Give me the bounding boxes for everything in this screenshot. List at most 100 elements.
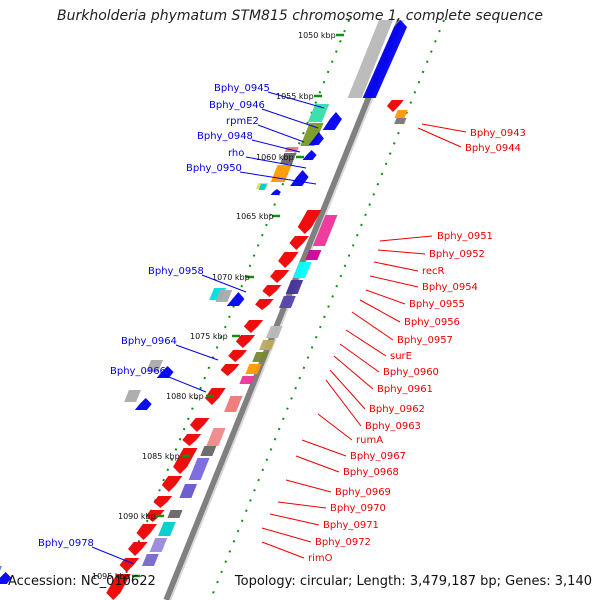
gene-arrow-rpme2	[308, 132, 324, 145]
gene-label-left: Bphy_0958	[148, 266, 204, 277]
leader-line-right	[377, 249, 426, 255]
gene-label-right: Bphy_0960	[383, 367, 439, 378]
chromosome-backbone	[163, 18, 405, 600]
gene-arrow-0972	[128, 542, 148, 556]
gene-label-right: Bphy_0963	[365, 421, 421, 432]
gene-arrow-next	[106, 574, 131, 600]
gene-label-right: rimO	[308, 553, 333, 564]
gene-arrow-0971	[136, 524, 157, 540]
leader-line-left	[175, 344, 219, 361]
gene-label-right: Bphy_0972	[315, 537, 371, 548]
gene-label-right: Bphy_0956	[404, 317, 460, 328]
leader-line-left	[267, 91, 325, 109]
gene-label-right: surE	[390, 351, 412, 362]
gene-arrow-0946	[322, 112, 342, 130]
gene-label-right: Bphy_0943	[470, 128, 526, 139]
gene-arrow-0961	[220, 364, 240, 376]
gene-block-magenta-dark	[305, 250, 322, 260]
ruler-label: 1075 kbp	[190, 332, 228, 341]
gene-block-lilac-2	[179, 484, 198, 498]
gene-label-left: Bphy_0964	[121, 336, 177, 347]
leader-line-right	[345, 329, 387, 357]
gene-label-right: Bphy_0957	[397, 335, 453, 346]
leader-line-right	[379, 235, 433, 242]
leader-line-right	[339, 343, 380, 373]
leader-line-left	[163, 374, 207, 393]
leader-line-left	[91, 546, 135, 565]
leader-line-right	[261, 527, 312, 543]
gene-block-0944-dark	[394, 118, 407, 124]
gene-block-grey	[265, 326, 283, 338]
gene-arrow-0950	[270, 189, 281, 195]
gene-arrow-0966	[134, 398, 152, 410]
gene-arrow-0969	[153, 496, 173, 508]
gene-label-right: Bphy_0968	[343, 467, 399, 478]
gene-arrow-0955	[262, 285, 282, 297]
gene-arrow-sure	[235, 335, 256, 348]
gene-block-0944	[394, 110, 408, 118]
leader-line-right	[369, 275, 419, 288]
leader-line-right	[325, 379, 362, 427]
leader-line-right	[365, 289, 406, 305]
leader-line-left	[251, 139, 301, 153]
gene-block-cyan-2	[158, 522, 176, 536]
gene-label-right: Bphy_0952	[429, 249, 485, 260]
gene-arrow-0957	[243, 320, 264, 333]
gene-label-right: rumA	[356, 435, 383, 446]
gene-label-left: Bphy_0948	[197, 131, 253, 142]
gene-arrow-0964	[156, 366, 174, 378]
label-leader-lines	[91, 91, 467, 565]
gene-block-0964	[146, 360, 164, 372]
gene-arrow-0956	[255, 299, 274, 310]
gene-label-right: Bphy_0944	[465, 143, 521, 154]
gene-arrow-0967	[173, 448, 198, 474]
leader-line-left	[257, 124, 305, 143]
gene-block-0958b	[215, 290, 233, 302]
gene-block-magenta	[312, 215, 338, 246]
gene-block-lilac-3	[149, 538, 168, 552]
gene-arrow-rimo	[119, 558, 140, 572]
gene-arrow-forward-large	[362, 20, 408, 98]
gene-block-salmon-2	[206, 428, 226, 446]
position-ruler: 1050 kbp 1055 kbp 1060 kbp 1065 kbp 1070 kbp…	[92, 31, 344, 581]
leader-line-right	[421, 123, 467, 133]
ruler-label: 1060 kbp	[256, 153, 294, 162]
gene-features	[0, 20, 408, 600]
leader-line-right	[269, 513, 320, 526]
gene-label-left: Bphy_0946	[209, 100, 265, 111]
leader-line-right	[295, 455, 340, 473]
gene-arrow-0962	[204, 388, 226, 405]
gene-label-right: recR	[422, 266, 445, 277]
accession-text: Accession: NC_010622	[8, 574, 156, 589]
leader-line-right	[333, 355, 374, 390]
gene-label-left: rho	[228, 148, 244, 159]
leader-line-left	[239, 171, 317, 185]
ruler-label: 1085 kbp	[142, 452, 180, 461]
backbone-highlight	[169, 19, 405, 600]
gene-block-0966	[124, 390, 141, 402]
gene-block-cyan-small	[258, 184, 267, 190]
leader-line-right	[351, 311, 394, 341]
gene-arrow-0960	[228, 350, 248, 362]
gene-label-right: Bphy_0962	[369, 404, 425, 415]
ruler-label: 1065 kbp	[236, 212, 274, 221]
gene-block-olive-2	[252, 352, 269, 362]
ruler-label: 1055 kbp	[276, 92, 314, 101]
gene-arrow-0943	[386, 100, 404, 112]
gene-arrow-ruma	[182, 434, 202, 446]
leader-line-right	[317, 413, 353, 441]
gene-label-right: Bphy_0970	[330, 503, 386, 514]
ruler-label: 1050 kbp	[298, 31, 336, 40]
gene-block-dark-3	[167, 510, 183, 518]
leader-line-right	[285, 479, 332, 493]
leader-line-right	[277, 501, 327, 509]
leader-line-right	[329, 369, 366, 410]
gene-block-dark-2	[200, 446, 217, 456]
gene-label-right: Bphy_0961	[377, 384, 433, 395]
gene-block-indigo	[285, 280, 304, 294]
gene-label-left: Bphy_0945	[214, 83, 270, 94]
gene-block-cyan	[293, 262, 312, 278]
